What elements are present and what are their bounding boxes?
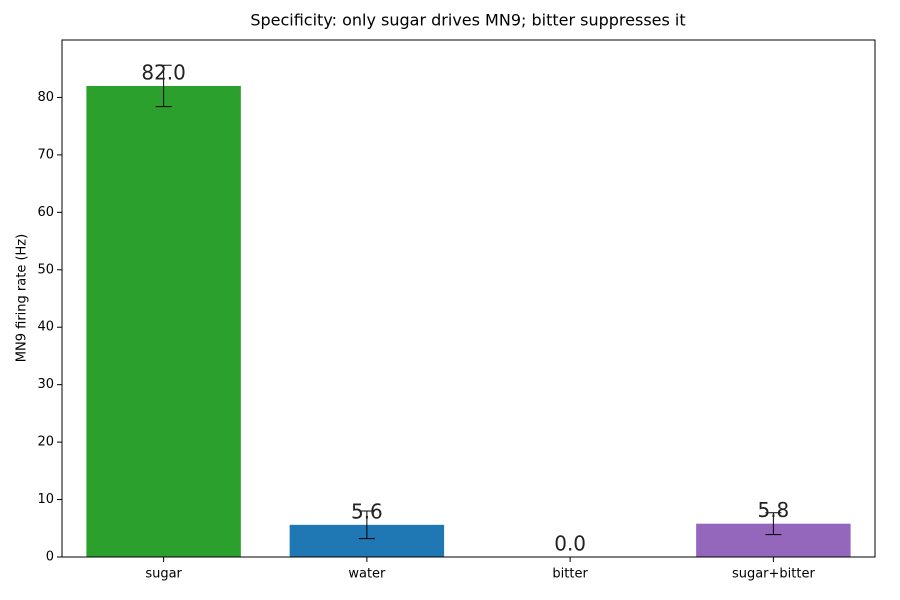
y-tick-label: 40 [37,320,54,335]
bar [86,85,241,557]
value-label: 5.6 [351,499,383,523]
value-label: 5.8 [757,498,789,522]
error-bar [155,64,172,108]
chart-title: Specificity: only sugar drives MN9; bitt… [250,11,685,30]
value-label: 82.0 [141,60,186,84]
error-bar [765,512,782,536]
x-tick-label: sugar [145,567,182,582]
y-tick-label: 60 [37,205,54,220]
y-axis-label: MN9 firing rate (Hz) [15,234,30,362]
x-tick-label: sugar+bitter [732,567,816,582]
y-tick-label: 20 [37,435,54,450]
x-tick-label: bitter [552,567,588,582]
y-tick-label: 10 [37,492,54,507]
y-tick-label: 30 [37,377,54,392]
y-tick-label: 70 [37,147,54,162]
y-tick-label: 50 [37,262,54,277]
x-tick-label: water [348,567,386,582]
plot-frame [61,39,876,558]
value-label: 0.0 [554,532,586,556]
error-bar [358,510,375,540]
y-tick-label: 0 [46,550,54,565]
y-tick-label: 80 [37,90,54,105]
